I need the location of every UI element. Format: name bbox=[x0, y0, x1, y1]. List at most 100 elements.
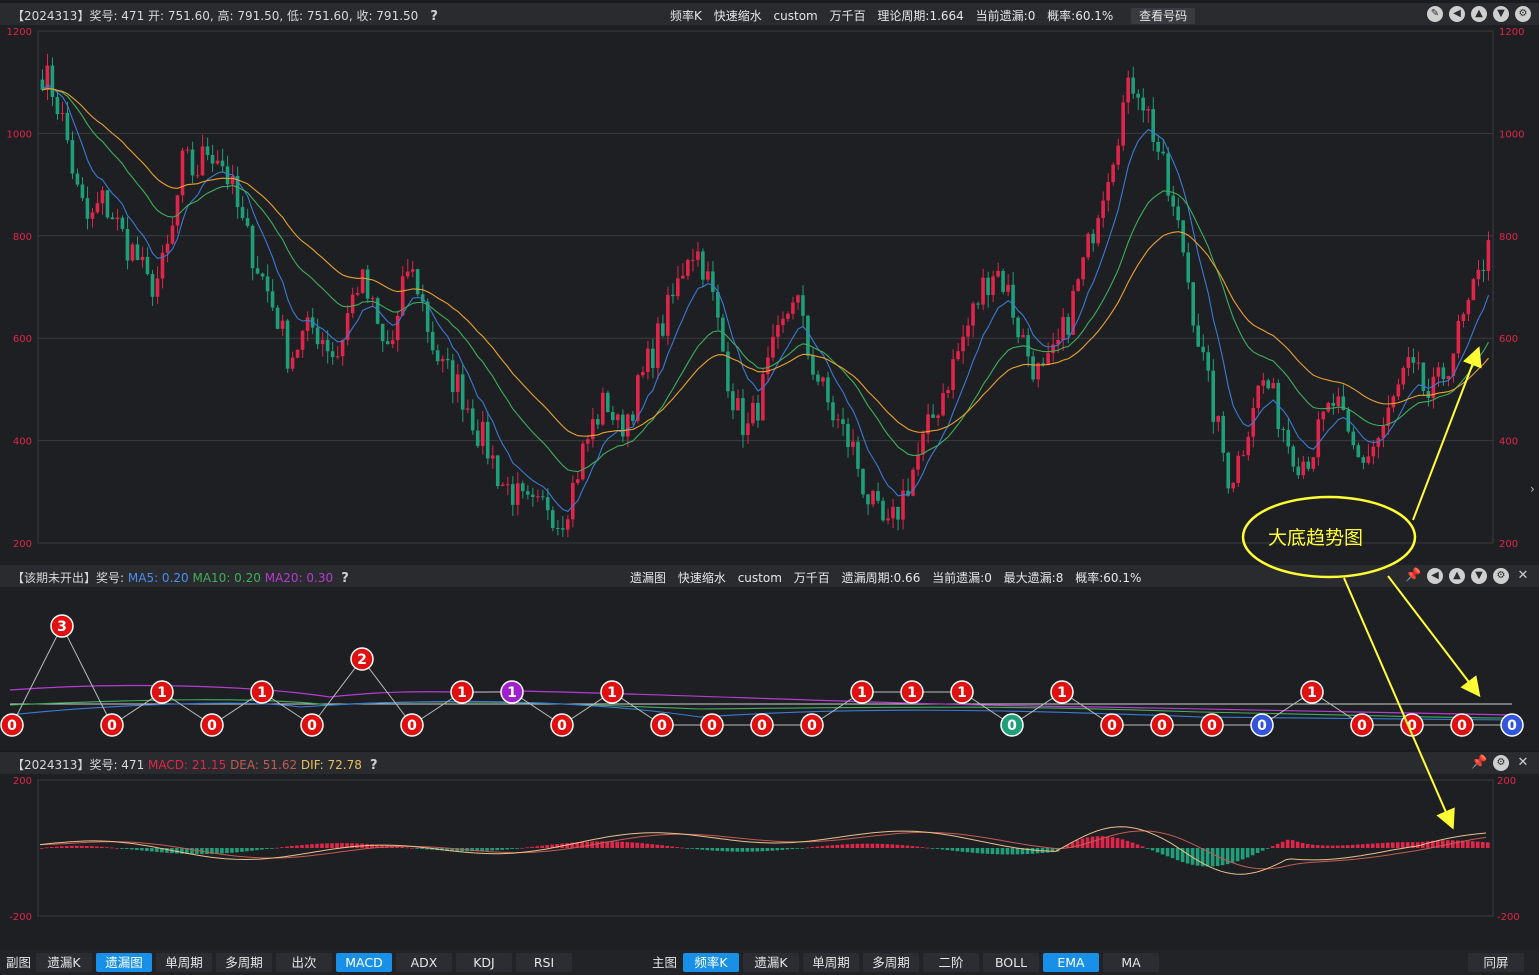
omission-node[interactable] bbox=[0, 713, 24, 737]
omission-chart-area[interactable]: 0 3 0 1 0 1 0 2 0 1 1 0 1 0 0 0 0 1 1 1 0 1 0 0 0 0 1 0 0 0 0 bbox=[0, 587, 1539, 750]
omission-node[interactable] bbox=[550, 713, 574, 737]
macd-bar bbox=[1240, 848, 1245, 860]
omission-node[interactable] bbox=[250, 680, 274, 704]
tab-main-omission-k[interactable]: 遗漏K bbox=[743, 953, 799, 972]
macd-y-tick-right: -200 bbox=[1497, 912, 1520, 923]
candle-body bbox=[971, 303, 975, 326]
omission-node[interactable] bbox=[1000, 713, 1024, 737]
omission-node[interactable] bbox=[750, 713, 774, 737]
omission-node[interactable] bbox=[1200, 713, 1224, 737]
tab-main-multi-period[interactable]: 多周期 bbox=[863, 953, 919, 972]
settings-icon[interactable]: ⚙ bbox=[1493, 568, 1509, 584]
ma5-label: MA5: 0.20 bbox=[127, 571, 189, 585]
omission-period-label: 遗漏周期:0.66 bbox=[841, 571, 921, 585]
candle-body bbox=[265, 276, 270, 292]
omission-node[interactable] bbox=[50, 614, 74, 638]
tab-occurrence[interactable]: 出次 bbox=[276, 953, 332, 972]
omission-node[interactable] bbox=[450, 680, 474, 704]
macd-bar bbox=[1145, 848, 1150, 849]
omission-node[interactable] bbox=[800, 713, 824, 737]
pin-icon[interactable]: 📌 bbox=[1405, 568, 1422, 583]
help-icon[interactable]: ? bbox=[369, 758, 378, 773]
macd-chart[interactable]: 200 200 -200 -200 bbox=[0, 774, 1539, 950]
tab-omission-chart[interactable]: 遗漏图 bbox=[96, 953, 152, 972]
tab-rsi[interactable]: RSI bbox=[516, 953, 572, 972]
candle-body bbox=[1171, 195, 1175, 207]
candle-body bbox=[671, 294, 675, 297]
omission-chart[interactable]: 0 3 0 1 0 1 0 2 0 1 1 0 1 0 0 0 0 1 1 1 0 1 0 0 0 0 1 0 0 0 0 bbox=[0, 587, 1539, 750]
close-icon[interactable]: ✕ bbox=[1517, 755, 1529, 770]
back-icon[interactable]: ◀ bbox=[1449, 6, 1465, 22]
tab-frequency-k[interactable]: 频率K bbox=[683, 953, 739, 972]
pin-icon[interactable]: 📌 bbox=[1471, 755, 1488, 770]
up-icon[interactable]: ▲ bbox=[1449, 568, 1465, 584]
candle-body bbox=[986, 277, 990, 295]
omission-node[interactable] bbox=[650, 713, 674, 737]
close-icon[interactable]: ✕ bbox=[1517, 568, 1529, 583]
omission-node[interactable] bbox=[350, 647, 374, 671]
candle-body bbox=[530, 494, 535, 497]
candle-body bbox=[540, 496, 545, 498]
help-icon[interactable]: ? bbox=[430, 9, 438, 24]
back-icon[interactable]: ◀ bbox=[1427, 568, 1443, 584]
omission-node[interactable] bbox=[400, 713, 424, 737]
candle-body bbox=[345, 313, 350, 340]
tab-multi-period[interactable]: 多周期 bbox=[216, 953, 272, 972]
tab-adx[interactable]: ADX bbox=[396, 953, 452, 972]
omission-node[interactable] bbox=[950, 680, 974, 704]
omission-node[interactable] bbox=[150, 680, 174, 704]
tab-boll[interactable]: BOLL bbox=[983, 953, 1039, 972]
check-number-button[interactable]: 查看号码 bbox=[1131, 8, 1196, 24]
omission-node[interactable] bbox=[200, 713, 224, 737]
candle-body bbox=[771, 336, 775, 358]
candle-body bbox=[70, 140, 75, 174]
macd-bar bbox=[90, 846, 94, 848]
omission-node[interactable] bbox=[100, 713, 124, 737]
macd-bar bbox=[140, 848, 144, 851]
settings-icon[interactable]: ⚙ bbox=[1493, 755, 1509, 771]
settings-icon[interactable]: ⚙ bbox=[1515, 6, 1531, 22]
macd-bar bbox=[375, 844, 379, 848]
candle-body bbox=[395, 315, 400, 341]
tab-main-single-period[interactable]: 单周期 bbox=[803, 953, 859, 972]
omission-node[interactable] bbox=[850, 680, 874, 704]
candlestick-chart[interactable]: 1200 1200 1000 1000 800 800 600 600 400 400 200 200… bbox=[0, 25, 1539, 565]
tab-second-order[interactable]: 二阶 bbox=[923, 953, 979, 972]
tab-single-period[interactable]: 单周期 bbox=[156, 953, 212, 972]
macd-chart-area[interactable]: 200 200 -200 -200 bbox=[0, 774, 1539, 950]
omission-node-label: 0 bbox=[207, 718, 217, 734]
omission-node[interactable] bbox=[1150, 713, 1174, 737]
macd-bar bbox=[1090, 836, 1095, 848]
main-chart-area[interactable]: 1200 1200 1000 1000 800 800 600 600 400 400 200 200… bbox=[0, 25, 1539, 565]
omission-node[interactable] bbox=[1500, 713, 1524, 737]
omission-node[interactable] bbox=[1100, 713, 1124, 737]
candle-body bbox=[1071, 290, 1075, 335]
pen-icon[interactable]: ✎ bbox=[1427, 6, 1443, 22]
down-icon[interactable]: ▼ bbox=[1471, 568, 1487, 584]
tab-omission-k[interactable]: 遗漏K bbox=[36, 953, 92, 972]
same-screen-button[interactable]: 同屏 bbox=[1468, 953, 1524, 972]
omission-node[interactable] bbox=[700, 713, 724, 737]
omission-node[interactable] bbox=[1050, 680, 1074, 704]
tab-kdj[interactable]: KDJ bbox=[456, 953, 512, 972]
candle-body bbox=[400, 276, 405, 316]
omission-node[interactable] bbox=[300, 713, 324, 737]
omission-node[interactable] bbox=[900, 680, 924, 704]
omission-node[interactable] bbox=[1250, 713, 1274, 737]
macd-bar bbox=[985, 848, 990, 854]
macd-bar bbox=[1340, 845, 1345, 848]
down-icon[interactable]: ▼ bbox=[1493, 6, 1509, 22]
scroll-right-icon[interactable]: › bbox=[1530, 482, 1535, 496]
tab-macd[interactable]: MACD bbox=[336, 953, 392, 972]
tab-ma[interactable]: MA bbox=[1103, 953, 1159, 972]
omission-node-label: 2 bbox=[357, 652, 367, 668]
up-icon[interactable]: ▲ bbox=[1471, 6, 1487, 22]
help-icon[interactable]: ? bbox=[341, 571, 349, 586]
omission-node[interactable] bbox=[500, 680, 524, 704]
omission-node[interactable] bbox=[1300, 680, 1324, 704]
omission-node-label: 0 bbox=[1457, 718, 1467, 734]
dif-label: DIF: 72.78 bbox=[300, 758, 362, 772]
tab-ema[interactable]: EMA bbox=[1043, 953, 1099, 972]
omission-node[interactable] bbox=[600, 680, 624, 704]
candle-body bbox=[1441, 367, 1446, 380]
